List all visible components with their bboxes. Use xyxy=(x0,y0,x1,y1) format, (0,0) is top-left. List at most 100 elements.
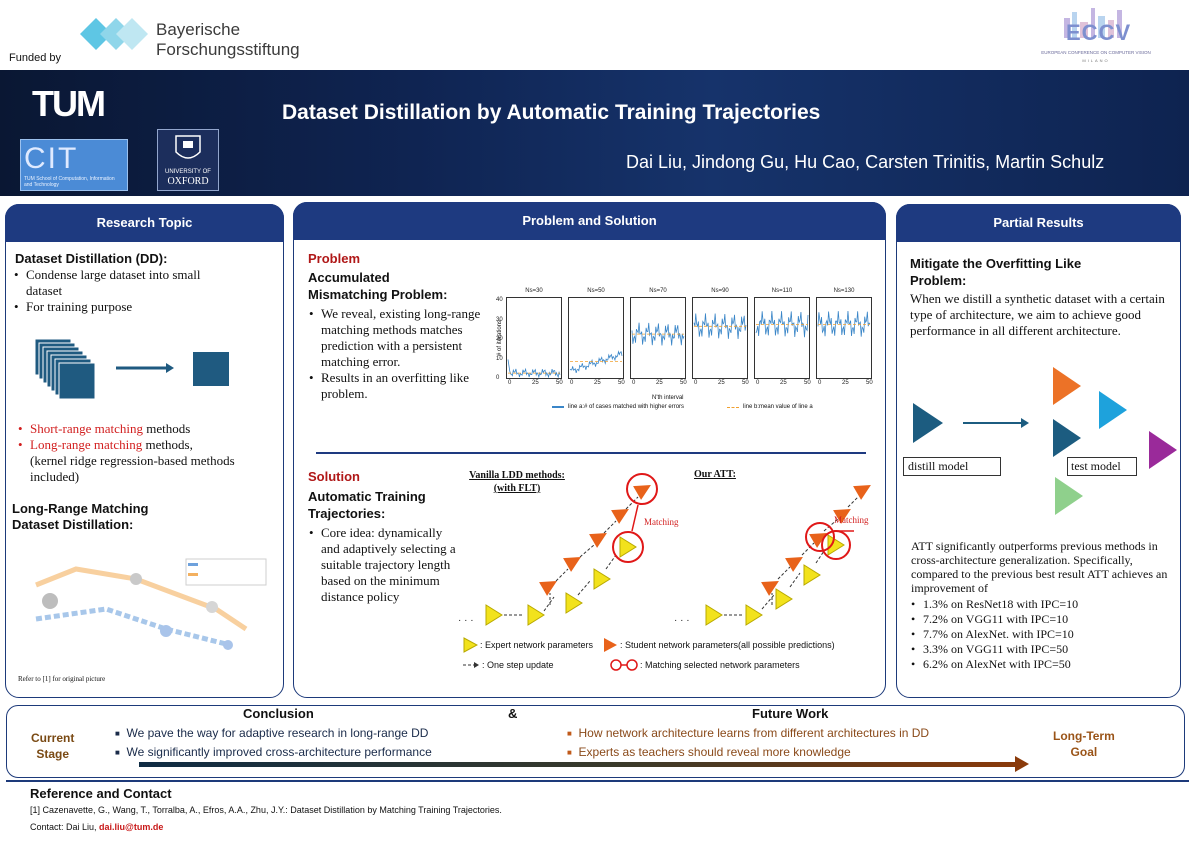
distill-triangle xyxy=(913,403,943,443)
reference-heading: Reference and Contact xyxy=(30,786,172,801)
problem-bullet: We reveal, existing long-range matching … xyxy=(307,306,485,370)
lrm-diagram-image xyxy=(35,558,267,650)
expert-triangle xyxy=(485,604,503,626)
our-att-title: Our ATT: xyxy=(694,469,736,480)
contact-prefix: Contact: Dai Liu, xyxy=(30,822,100,832)
refer-note: Refer to [1] for original picture xyxy=(18,675,106,683)
legend-b-swatch xyxy=(727,406,739,408)
oxford-crest-icon xyxy=(175,135,201,159)
eccv-wordmark: ECCV xyxy=(1066,20,1132,45)
results-paragraph: When we distill a synthetic dataset with… xyxy=(910,291,1165,338)
dashed-arrow-icon xyxy=(463,662,479,668)
long-range-label: Long-range matching xyxy=(30,437,143,452)
oxford-small-text: UNIVERSITY OF xyxy=(165,169,211,175)
student-triangle-icon xyxy=(604,638,617,652)
result-item: 3.3% on VGG11 with IPC=50 xyxy=(909,642,1171,657)
chart-panel-title: Ns=30 xyxy=(525,288,543,294)
x-tick: 50 xyxy=(742,380,749,386)
chart-panel-title: Ns=110 xyxy=(771,288,793,294)
problem-solution-heading: Problem and Solution xyxy=(293,202,886,240)
series-line-a xyxy=(817,310,871,337)
cit-logo xyxy=(20,139,128,191)
future-item: ■ Experts as teachers should reveal more… xyxy=(567,744,851,759)
lrm-title-2: Dataset Distillation: xyxy=(12,517,134,532)
problem-label: Problem xyxy=(308,251,361,266)
legend-b-text: line b:mean value of line a xyxy=(743,404,813,410)
result-item: 6.2% on AlexNet with IPC=50 xyxy=(909,657,1171,672)
chart-panel xyxy=(816,297,872,379)
x-tick: 25 xyxy=(718,380,725,386)
poster-title: Dataset Distillation by Automatic Traini… xyxy=(282,101,821,124)
x-tick: 0 xyxy=(508,380,512,386)
svg-text:· · ·: · · · xyxy=(458,615,474,626)
eccv-subtitle: EUROPEAN CONFERENCE ON COMPUTER VISION xyxy=(1041,50,1151,55)
x-tick: 25 xyxy=(594,380,601,386)
distill-model-label: distill model xyxy=(903,457,1001,476)
large-dataset-stack-icon xyxy=(34,338,96,400)
oxford-logo xyxy=(157,129,219,191)
ampersand: & xyxy=(508,706,518,721)
x-tick: 0 xyxy=(756,380,760,386)
conclusion-item: ■ We significantly improved cross-archit… xyxy=(115,744,432,759)
long-term-goal-label: Long-Term Goal xyxy=(1053,728,1115,760)
legend-a-swatch xyxy=(552,406,564,408)
series-line-a xyxy=(693,313,747,340)
results-title: Mitigate the Overfitting Like Problem: xyxy=(910,255,1081,289)
dataset-condense-illustration xyxy=(34,338,229,400)
y-tick: 30 xyxy=(496,316,503,323)
future-item: ■ How network architecture learns from d… xyxy=(567,726,930,740)
x-tick: 50 xyxy=(804,380,811,386)
att-trajectory: · · · xyxy=(674,485,871,626)
eccv-city: MILANO xyxy=(1082,58,1110,63)
architecture-diagram xyxy=(913,367,1177,515)
funder-name: Bayerische Forschungsstiftung xyxy=(156,20,300,60)
y-tick: 0 xyxy=(496,375,500,381)
solution-bullet: Core idea: dynamically and adaptively se… xyxy=(307,525,457,605)
y-tick: 40 xyxy=(496,297,503,303)
partial-results-heading: Partial Results xyxy=(896,204,1181,242)
trajectory-legend: : Expert network parameters : Student ne… xyxy=(462,637,882,677)
poster-authors: Dai Liu, Jindong Gu, Hu Cao, Carsten Tri… xyxy=(626,152,1105,172)
chart-legend-a: line a:# of cases matched with higher er… xyxy=(552,404,684,410)
lrm-title-1: Long-Range Matching xyxy=(12,501,149,516)
matching-methods-list: • Short-range matching methods • Long-ra… xyxy=(16,421,276,485)
problem-title-2: Mismatching Problem: xyxy=(308,287,448,302)
contact-line: Contact: Dai Liu, dai.liu@tum.de xyxy=(30,822,163,832)
conclusion-list: ■ We pave the way for adaptive research … xyxy=(115,724,432,762)
vanilla-trajectory: · · · xyxy=(458,473,658,626)
small-dataset-icon xyxy=(193,352,229,386)
research-topic-heading: Research Topic xyxy=(5,204,284,242)
mismatch-chart: # of iterations Ns=30 0 25 50 Ns=50 0 25 50 Ns=7… xyxy=(492,285,876,415)
y-tick: 20 xyxy=(496,336,503,342)
research-topic-panel: Research Topic Dataset Distillation (DD)… xyxy=(5,204,284,698)
bayerische-forschungsstiftung-logo xyxy=(80,18,148,50)
x-tick: 50 xyxy=(680,380,687,386)
solution-title-2: Trajectories: xyxy=(308,506,386,521)
result-item: 1.3% on ResNet18 with IPC=10 xyxy=(909,597,1171,612)
chart-panel-plot xyxy=(755,311,809,338)
result-item: 7.2% on VGG11 with IPC=10 xyxy=(909,612,1171,627)
legend-student: : Student network parameters(all possibl… xyxy=(602,637,835,653)
series-line-a xyxy=(507,359,561,379)
chart-panel-plot xyxy=(631,322,685,346)
solution-label: Solution xyxy=(308,469,360,484)
tum-logo: TUM xyxy=(32,84,116,124)
problem-bullets: We reveal, existing long-range matching … xyxy=(307,306,485,402)
dd-bullets: Condense large dataset into small datase… xyxy=(12,267,232,315)
chart-panel-title: Ns=130 xyxy=(833,288,855,294)
y-tick: 10 xyxy=(496,355,503,362)
problem-bullet: Results in an overfitting like problem. xyxy=(307,370,485,402)
oxford-wordmark: OXFORD xyxy=(167,176,209,187)
funded-by-label: Funded by xyxy=(9,52,61,64)
chart-panel xyxy=(506,297,562,379)
eccv-logo: ECCV EUROPEAN CONFERENCE ON COMPUTER VIS… xyxy=(1036,4,1156,68)
solution-title: Automatic Training Trajectories: xyxy=(308,488,426,522)
x-tick: 0 xyxy=(818,380,822,386)
funder-line-1: Bayerische xyxy=(156,20,241,39)
progress-arrow-shaft xyxy=(139,762,1019,767)
chart-panel-plot xyxy=(817,310,871,337)
legend-student-text: : Student network parameters(all possibl… xyxy=(620,640,835,650)
chart-panel-plot xyxy=(569,350,623,373)
contact-email-link[interactable]: dai.liu@tum.de xyxy=(99,822,164,832)
vanilla-title-1: Vanilla LDD methods: xyxy=(469,470,565,481)
